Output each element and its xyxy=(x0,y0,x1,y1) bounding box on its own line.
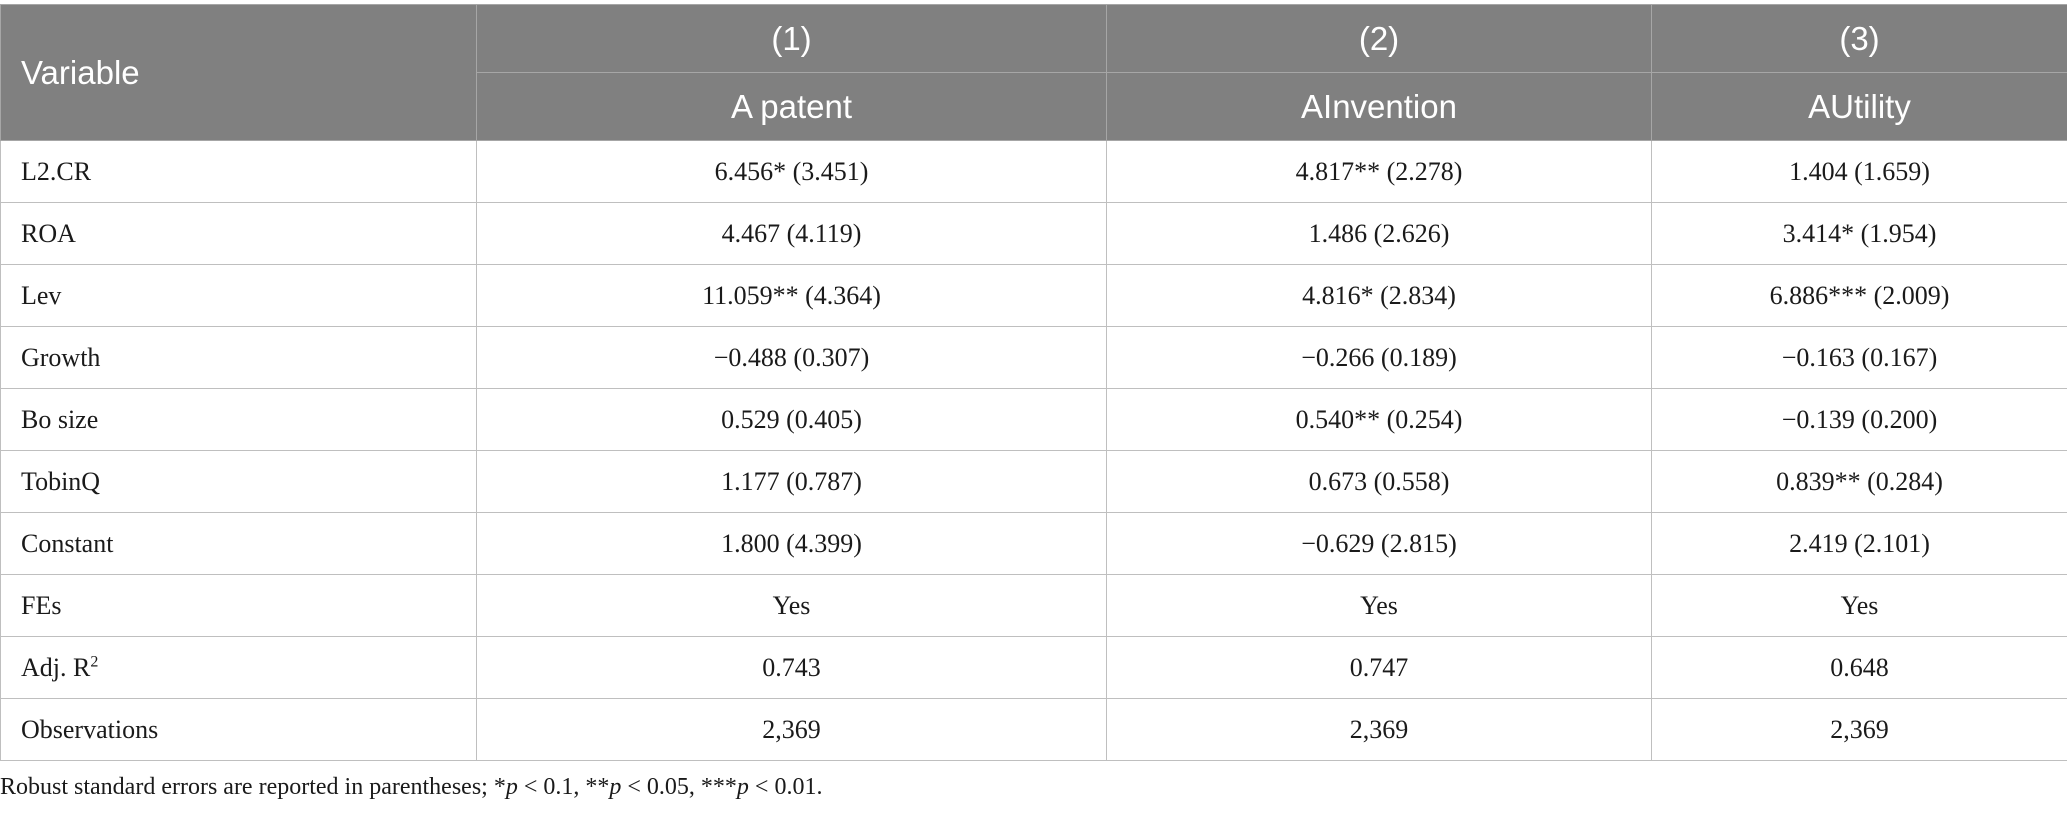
table-row: Lev 11.059** (4.364) 4.816* (2.834) 6.88… xyxy=(0,264,2067,327)
header-row-names: A patent AInvention AUtility xyxy=(1,72,2067,141)
regression-table: Variable (1) (2) (3) A patent AInvention… xyxy=(0,4,2067,761)
table-cell: 4.467 (4.119) xyxy=(476,202,1107,265)
table-cell: −0.266 (0.189) xyxy=(1106,326,1652,389)
table-cell: 2.419 (2.101) xyxy=(1651,512,2067,575)
table-cell: 1.404 (1.659) xyxy=(1651,140,2067,203)
table-cell: 4.817** (2.278) xyxy=(1106,140,1652,203)
regression-table-container: Variable (1) (2) (3) A patent AInvention… xyxy=(0,4,2067,761)
header-col-2-number: (2) xyxy=(1106,4,1652,73)
row-label-adj-r2: Adj. R2 xyxy=(0,636,477,699)
table-cell: 1.486 (2.626) xyxy=(1106,202,1652,265)
footnote-text: < 0.01. xyxy=(748,774,823,800)
table-cell: 1.800 (4.399) xyxy=(476,512,1107,575)
table-cell: 2,369 xyxy=(1651,698,2067,761)
table-cell: 1.177 (0.787) xyxy=(476,450,1107,513)
table-cell: −0.629 (2.815) xyxy=(1106,512,1652,575)
header-col-3-name: AUtility xyxy=(1651,72,2067,141)
row-label: Bo size xyxy=(0,388,477,451)
table-cell: 6.456* (3.451) xyxy=(476,140,1107,203)
table-cell: 0.673 (0.558) xyxy=(1106,450,1652,513)
row-label: Constant xyxy=(0,512,477,575)
table-cell: −0.163 (0.167) xyxy=(1651,326,2067,389)
table-cell: 0.540** (0.254) xyxy=(1106,388,1652,451)
row-label: L2.CR xyxy=(0,140,477,203)
table-cell: Yes xyxy=(476,574,1107,637)
footnote-p: p xyxy=(736,774,749,800)
row-label-superscript: 2 xyxy=(90,652,99,670)
row-label: Lev xyxy=(0,264,477,327)
table-cell: 6.886*** (2.009) xyxy=(1651,264,2067,327)
header-col-1-name: A patent xyxy=(476,72,1107,141)
table-cell: 3.414* (1.954) xyxy=(1651,202,2067,265)
table-row: Observations 2,369 2,369 2,369 xyxy=(0,698,2067,761)
row-label: ROA xyxy=(0,202,477,265)
table-row: Growth −0.488 (0.307) −0.266 (0.189) −0.… xyxy=(0,326,2067,389)
table-cell: −0.139 (0.200) xyxy=(1651,388,2067,451)
table-row: FEs Yes Yes Yes xyxy=(0,574,2067,637)
footnote-text: Robust standard errors are reported in p… xyxy=(0,774,506,800)
row-label-text: Adj. R xyxy=(21,652,91,682)
table-cell: Yes xyxy=(1651,574,2067,637)
header-variable: Variable xyxy=(0,4,477,141)
header-col-3-number: (3) xyxy=(1651,4,2067,73)
footnote-text: < 0.05, *** xyxy=(621,774,737,800)
table-cell: Yes xyxy=(1106,574,1652,637)
table-row: ROA 4.467 (4.119) 1.486 (2.626) 3.414* (… xyxy=(0,202,2067,265)
table-cell: 0.747 xyxy=(1106,636,1652,699)
table-cell: 11.059** (4.364) xyxy=(476,264,1107,327)
table-row: Bo size 0.529 (0.405) 0.540** (0.254) −0… xyxy=(0,388,2067,451)
table-row: L2.CR 6.456* (3.451) 4.817** (2.278) 1.4… xyxy=(0,140,2067,203)
table-cell: 0.839** (0.284) xyxy=(1651,450,2067,513)
footnote-p: p xyxy=(609,774,622,800)
table-cell: 2,369 xyxy=(476,698,1107,761)
table-row: Adj. R2 0.743 0.747 0.648 xyxy=(0,636,2067,699)
row-label: Growth xyxy=(0,326,477,389)
table-cell: 0.743 xyxy=(476,636,1107,699)
header-row-numbers: Variable (1) (2) (3) xyxy=(0,4,2067,141)
header-col-2-name: AInvention xyxy=(1106,72,1652,141)
table-cell: 2,369 xyxy=(1106,698,1652,761)
row-label: TobinQ xyxy=(0,450,477,513)
table-cell: 4.816* (2.834) xyxy=(1106,264,1652,327)
table-cell: 0.529 (0.405) xyxy=(476,388,1107,451)
table-row: Constant 1.800 (4.399) −0.629 (2.815) 2.… xyxy=(0,512,2067,575)
header-col-1-number: (1) xyxy=(476,4,1107,73)
row-label: FEs xyxy=(0,574,477,637)
table-cell: −0.488 (0.307) xyxy=(476,326,1107,389)
table-footnote: Robust standard errors are reported in p… xyxy=(0,774,822,801)
footnote-text: < 0.1, ** xyxy=(517,774,610,800)
table-cell: 0.648 xyxy=(1651,636,2067,699)
row-label: Observations xyxy=(0,698,477,761)
footnote-p: p xyxy=(505,774,518,800)
table-row: TobinQ 1.177 (0.787) 0.673 (0.558) 0.839… xyxy=(0,450,2067,513)
